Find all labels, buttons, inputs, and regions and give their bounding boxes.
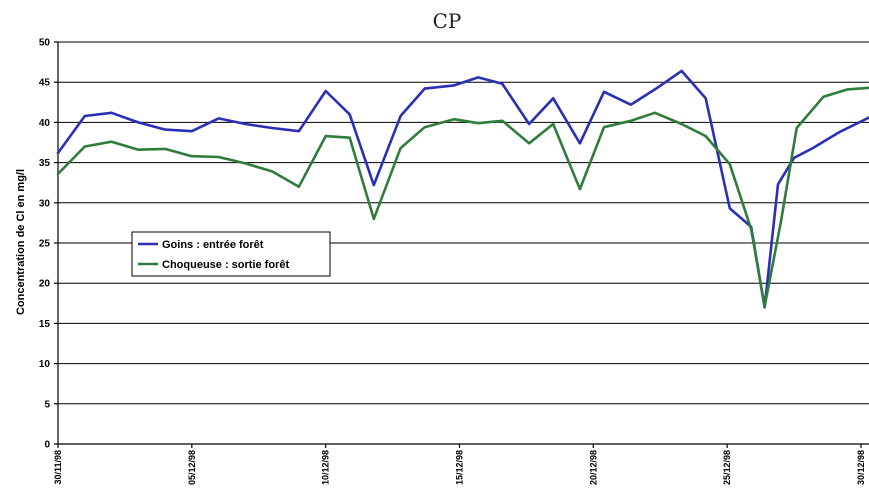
x-tick-labels: 30/11/98 05/12/98 10/12/98 15/12/98 20/12/98… — [53, 444, 866, 485]
chart-title: CP — [433, 9, 462, 33]
legend-box — [131, 231, 331, 277]
y-tick-labels: 0 5 10 15 20 25 30 35 40 45 50 — [39, 38, 58, 451]
x-tick-label: 25/12/98 — [722, 450, 732, 485]
series-lines — [56, 69, 869, 309]
y-tick-label: 10 — [39, 359, 51, 370]
x-tick-label: 15/12/98 — [454, 450, 464, 485]
x-tick-label: 05/12/98 — [187, 450, 197, 485]
y-tick-label: 30 — [39, 198, 51, 209]
x-tick-label: 30/12/98 — [856, 450, 866, 485]
y-tick-label: 45 — [39, 78, 51, 89]
x-tick-label: 20/12/98 — [588, 450, 598, 485]
y-tick-label: 5 — [44, 399, 50, 410]
y-tick-label: 40 — [39, 118, 51, 129]
y-tick-label: 15 — [39, 319, 51, 330]
legend: Goins : entrée forêt Choqueuse : sortie f… — [131, 231, 331, 277]
y-tick-label: 0 — [44, 440, 50, 451]
x-tick-label: 10/12/98 — [321, 450, 331, 485]
series-line-1 — [56, 86, 869, 308]
y-tick-label: 25 — [39, 239, 51, 250]
x-tick-label: 30/11/98 — [53, 450, 63, 485]
legend-label-0: Goins : entrée forêt — [162, 239, 264, 251]
legend-label-1: Choqueuse : sortie forêt — [162, 259, 289, 271]
y-axis-label: Concentration de Cl en mg/l — [15, 169, 27, 315]
y-tick-label: 50 — [39, 38, 51, 49]
y-tick-label: 35 — [39, 158, 51, 169]
y-tick-label: 20 — [39, 279, 51, 290]
